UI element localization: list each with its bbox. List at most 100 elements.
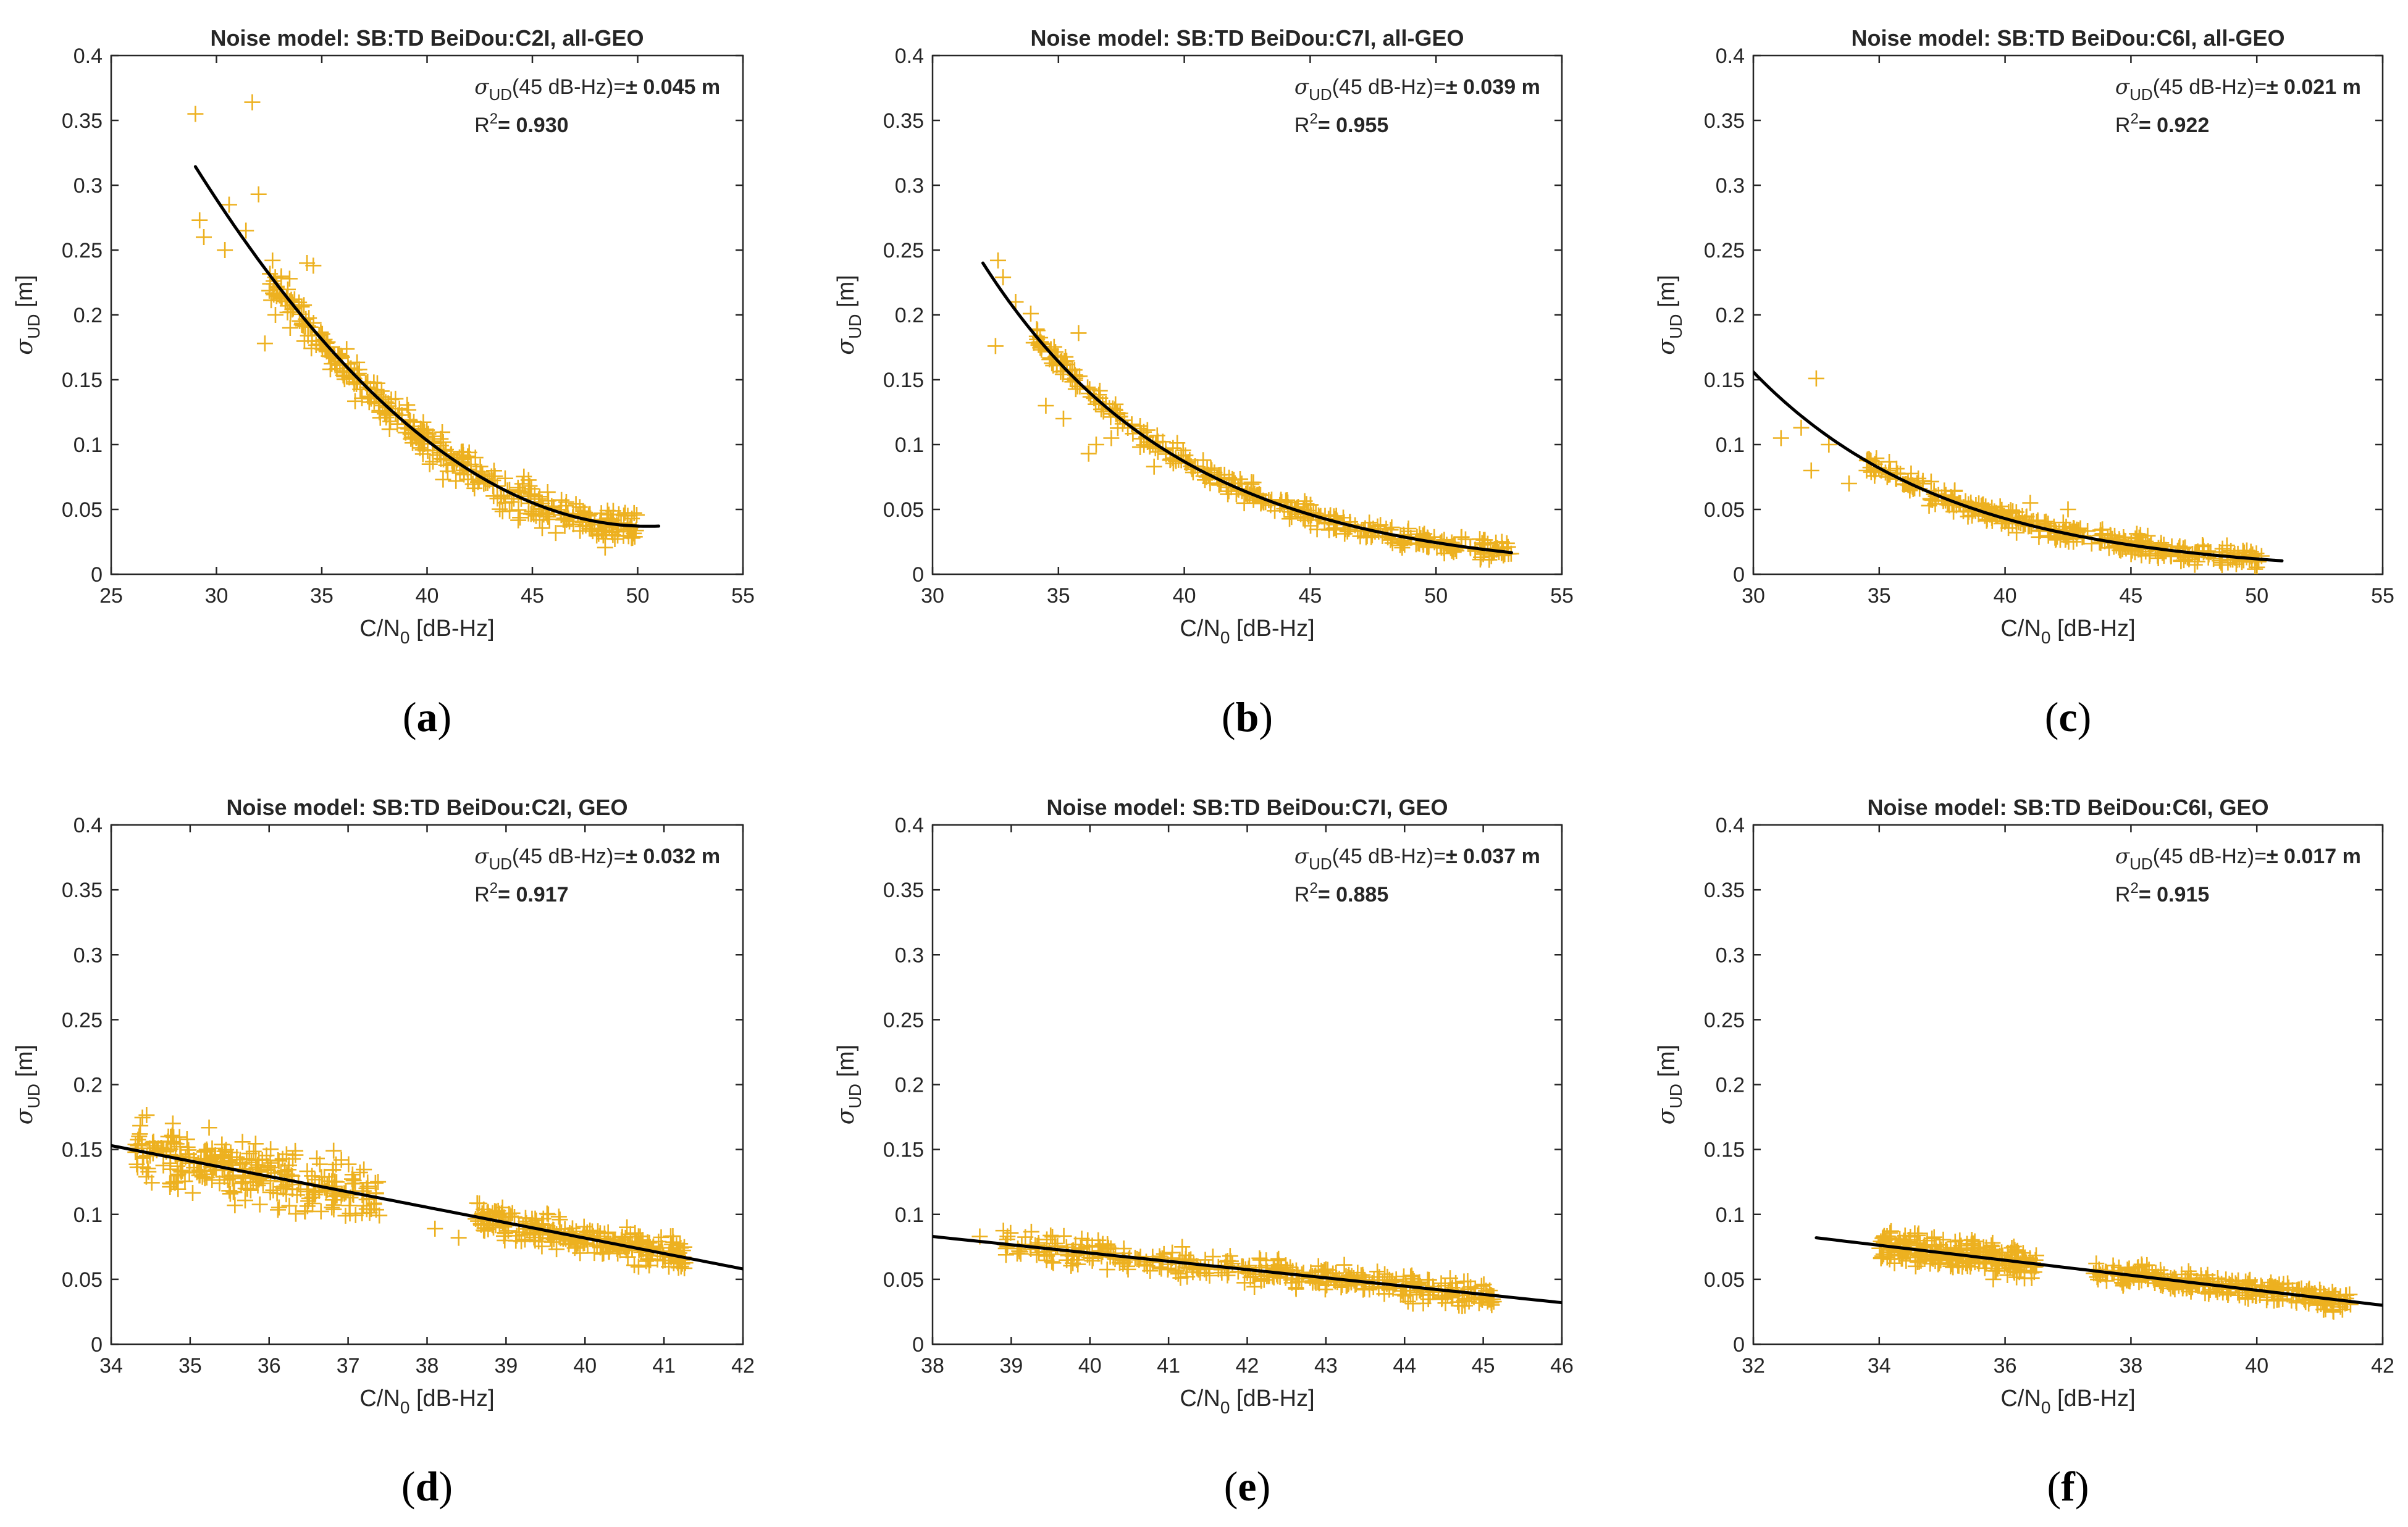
scatter-point — [1451, 1297, 1467, 1314]
x-tick-label: 25 — [99, 584, 123, 608]
scatter-point — [501, 503, 518, 519]
y-tick-label: 0.15 — [883, 369, 924, 392]
scatter-point — [1302, 496, 1319, 513]
x-tick-label: 45 — [1472, 1354, 1495, 1378]
scatter-point — [626, 1257, 643, 1274]
scatter-point — [1989, 1260, 2006, 1277]
x-tick-label: 41 — [1157, 1354, 1180, 1378]
y-tick-label: 0.25 — [1704, 239, 1745, 262]
scatter-point — [448, 472, 464, 489]
y-tick-label: 0.15 — [62, 369, 103, 392]
scatter-point — [1965, 1240, 1982, 1257]
y-tick-label: 0.3 — [895, 174, 924, 198]
scatter-point — [247, 1136, 264, 1152]
y-tick-label: 0.1 — [1716, 1203, 1745, 1227]
scatter-point — [1120, 1261, 1136, 1278]
scatter-series — [187, 94, 645, 556]
x-tick-label: 45 — [2119, 584, 2142, 608]
scatter-point — [596, 1230, 613, 1247]
scatter-point — [516, 1226, 533, 1243]
y-tick-label: 0.1 — [895, 1203, 924, 1227]
scatter-point — [1803, 462, 1819, 479]
scatter-point — [198, 1141, 215, 1158]
scatter-point — [2222, 551, 2239, 568]
scatter-point — [278, 1186, 295, 1203]
x-tick-label: 35 — [1047, 584, 1070, 608]
scatter-point — [1873, 1250, 1889, 1266]
scatter-point — [184, 1184, 201, 1201]
scatter-point — [196, 229, 212, 245]
scatter-point — [605, 1232, 621, 1249]
scatter-point — [534, 520, 550, 537]
scatter-point — [421, 456, 438, 472]
scatter-point — [1319, 1261, 1336, 1278]
y-tick-label: 0.15 — [1704, 369, 1745, 392]
scatter-point — [534, 1238, 550, 1255]
scatter-point — [2162, 1280, 2179, 1297]
scatter-point — [1404, 1271, 1421, 1287]
scatter-point — [1488, 534, 1504, 551]
scatter-point — [214, 1136, 230, 1153]
scatter-point — [1195, 452, 1212, 469]
scatter-point — [461, 444, 477, 461]
scatter-point — [1392, 537, 1409, 553]
x-tick-label: 30 — [921, 584, 944, 608]
subplot-c: Noise model: SB:TD BeiDou:C6I, all-GEO 30… — [1653, 25, 2394, 740]
scatter-point — [2060, 501, 2076, 517]
scatter-point — [351, 1164, 368, 1181]
scatter-point — [244, 94, 261, 111]
scatter-point — [1179, 1268, 1196, 1285]
scatter-point — [1336, 1257, 1353, 1273]
scatter-point — [432, 430, 449, 447]
scatter-point — [1456, 1273, 1472, 1290]
scatter-point — [586, 1245, 603, 1261]
x-tick-label: 41 — [652, 1354, 676, 1378]
y-tick-label: 0.3 — [73, 943, 103, 967]
scatter-point — [1425, 1278, 1441, 1295]
scatter-point — [2150, 550, 2167, 566]
scatter-point — [527, 508, 544, 524]
scatter-point — [2072, 520, 2089, 537]
scatter-point — [324, 1199, 340, 1216]
scatter-point — [599, 502, 616, 519]
x-tick-label: 40 — [1078, 1354, 1102, 1378]
scatter-point — [556, 517, 573, 534]
scatter-series — [127, 1107, 694, 1276]
scatter-point — [1903, 465, 1919, 482]
scatter-point — [281, 1197, 298, 1214]
y-tick-label: 0 — [91, 1333, 103, 1357]
scatter-point — [1358, 529, 1375, 546]
scatter-point — [191, 1167, 208, 1184]
scatter-point — [2301, 1280, 2318, 1297]
scatter-point — [1453, 529, 1470, 545]
scatter-point — [1093, 1248, 1110, 1265]
scatter-point — [1265, 1261, 1282, 1278]
scatter-point — [1038, 398, 1054, 414]
scatter-point — [2214, 540, 2231, 557]
scatter-point — [1272, 493, 1289, 509]
x-axis-label: C/N0 [dB-Hz] — [2000, 616, 2135, 647]
scatter-point — [2183, 1283, 2199, 1300]
subplot-e: Noise model: SB:TD BeiDou:C7I, GEO 38 39 40… — [832, 795, 1574, 1510]
scatter-point — [640, 1251, 657, 1268]
y-tick-label: 0.2 — [73, 1074, 103, 1097]
scatter-point — [253, 1164, 269, 1181]
r2-annotation: R2= 0.917 — [474, 880, 568, 906]
subplot-f: Noise model: SB:TD BeiDou:C6I, GEO 32 34 36… — [1653, 795, 2394, 1510]
y-tick-label: 0.35 — [883, 879, 924, 902]
scatter-point — [238, 222, 254, 239]
scatter-point — [2163, 546, 2179, 563]
scatter-point — [1243, 474, 1260, 491]
scatter-point — [305, 257, 322, 274]
scatter-point — [359, 1178, 376, 1195]
y-tick-label: 0.35 — [883, 109, 924, 133]
scatter-point — [163, 1134, 180, 1150]
y-tick-label: 0 — [912, 1333, 924, 1357]
scatter-point — [2220, 1286, 2236, 1303]
chart-title: Noise model: SB:TD BeiDou:C7I, all-GEO — [1030, 25, 1464, 51]
scatter-point — [1936, 482, 1953, 499]
scatter-point — [987, 338, 1004, 354]
x-axis-label: C/N0 [dB-Hz] — [359, 616, 494, 647]
scatter-point — [1169, 435, 1186, 451]
scatter-point — [593, 523, 610, 540]
